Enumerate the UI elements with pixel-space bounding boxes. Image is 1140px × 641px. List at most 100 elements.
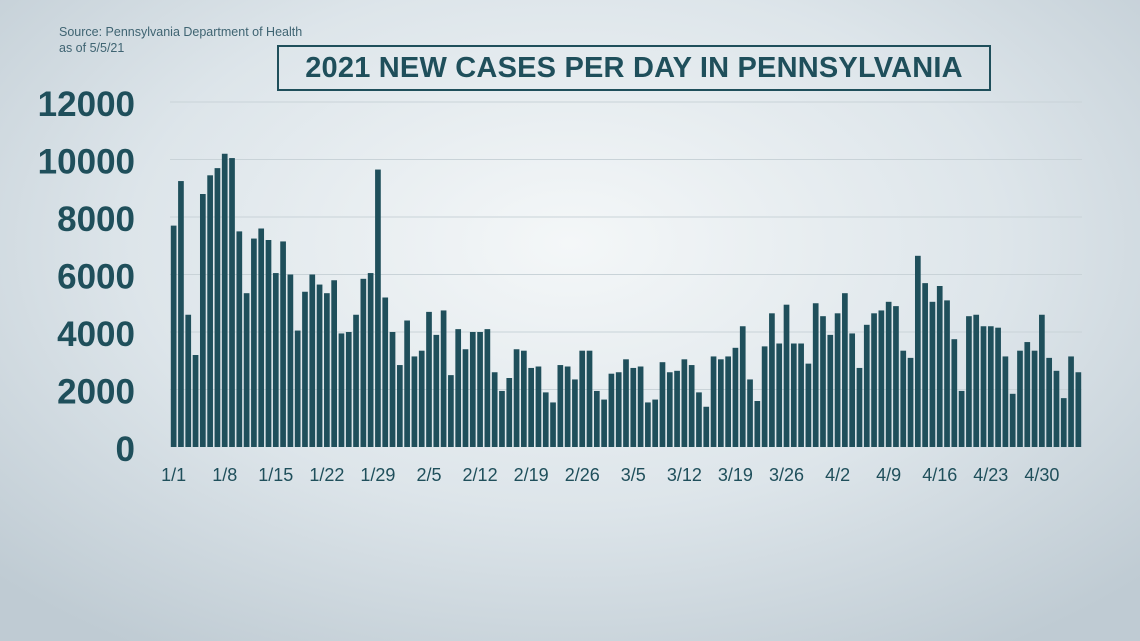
chart-title-box: 2021 NEW CASES PER DAY IN PENNSYLVANIA	[277, 45, 991, 91]
bar	[739, 326, 746, 447]
bar	[404, 320, 410, 447]
bar	[761, 346, 768, 448]
bar	[966, 316, 972, 447]
bar	[900, 350, 907, 447]
bars	[170, 153, 1082, 448]
bar	[1017, 350, 1023, 447]
bar	[338, 333, 345, 447]
bar	[849, 333, 856, 447]
bar	[958, 390, 965, 447]
bar	[426, 311, 432, 448]
bar	[258, 228, 265, 447]
bar	[418, 350, 425, 447]
bar	[885, 301, 892, 447]
x-tick-label: 1/29	[360, 465, 395, 485]
bar	[469, 332, 476, 447]
y-tick-label: 10000	[38, 143, 135, 182]
bar	[477, 332, 483, 447]
bar	[827, 334, 834, 448]
bar	[944, 300, 950, 448]
bar	[725, 356, 731, 447]
bar	[396, 365, 403, 447]
bar	[754, 401, 761, 447]
bar	[367, 273, 374, 447]
bar	[324, 293, 330, 447]
bar	[294, 330, 301, 447]
bar	[878, 310, 885, 447]
bar	[842, 293, 848, 447]
bar	[696, 392, 702, 448]
x-tick-label: 3/26	[769, 465, 804, 485]
bar	[309, 274, 316, 447]
bar	[572, 379, 578, 447]
bar	[812, 303, 819, 447]
source-line: Source: Pennsylvania Department of Healt…	[59, 25, 303, 39]
bar	[593, 390, 600, 447]
bar	[666, 372, 673, 447]
bar	[1068, 356, 1074, 447]
bar	[221, 153, 228, 447]
x-tick-label: 4/16	[922, 465, 957, 485]
x-tick-label: 2/5	[416, 465, 441, 485]
bar	[375, 169, 381, 447]
bar	[798, 343, 804, 447]
bar	[302, 291, 308, 447]
bar	[893, 306, 899, 448]
bar	[345, 332, 352, 447]
bar	[265, 240, 272, 447]
bar	[389, 332, 396, 447]
bar	[535, 366, 542, 447]
x-tick-label: 3/12	[667, 465, 702, 485]
bar	[659, 362, 666, 447]
y-tick-label: 12000	[38, 85, 135, 124]
bar	[674, 370, 680, 447]
as-of-date: as of 5/5/21	[59, 41, 125, 55]
bar	[236, 231, 243, 448]
bar	[178, 181, 184, 447]
y-axis-ticks: 0 2000 4000 6000 8000 10000 12000	[38, 85, 135, 469]
bar	[652, 399, 659, 447]
bar	[1002, 356, 1009, 447]
bar	[637, 366, 644, 447]
bar	[688, 365, 695, 447]
bar	[645, 402, 651, 447]
bar	[550, 402, 556, 447]
bar	[272, 273, 279, 447]
x-tick-label: 2/19	[514, 465, 549, 485]
x-tick-label: 1/1	[161, 465, 186, 485]
bar	[207, 175, 213, 447]
bar	[1024, 342, 1031, 447]
bar	[411, 356, 418, 447]
y-tick-label: 2000	[57, 373, 135, 412]
y-tick-label: 0	[116, 430, 135, 469]
bar	[987, 326, 994, 447]
bar	[732, 347, 739, 447]
bar	[199, 194, 206, 447]
bar	[243, 293, 250, 447]
bar	[542, 392, 549, 448]
bar	[783, 304, 790, 447]
bar	[382, 297, 389, 447]
bar	[718, 359, 724, 447]
bar	[951, 339, 958, 447]
bar	[440, 310, 447, 447]
bar	[1053, 370, 1060, 447]
bar	[521, 350, 527, 447]
bar	[681, 359, 688, 447]
x-axis-ticks: 1/1 1/8 1/15 1/22 1/29 2/5 2/12 2/19 2/26 3/5 3/12…	[161, 465, 1059, 485]
bar	[871, 313, 877, 447]
y-tick-label: 4000	[57, 315, 135, 354]
bar	[506, 378, 513, 447]
y-tick-label: 8000	[57, 200, 135, 239]
y-tick-label: 6000	[57, 258, 135, 297]
bar	[1060, 398, 1067, 448]
x-tick-label: 3/19	[718, 465, 753, 485]
x-tick-label: 2/12	[463, 465, 498, 485]
bar	[608, 373, 615, 447]
bar	[491, 372, 498, 447]
bar	[214, 168, 221, 448]
bar	[331, 280, 337, 447]
x-tick-label: 4/9	[876, 465, 901, 485]
bar	[914, 255, 921, 447]
